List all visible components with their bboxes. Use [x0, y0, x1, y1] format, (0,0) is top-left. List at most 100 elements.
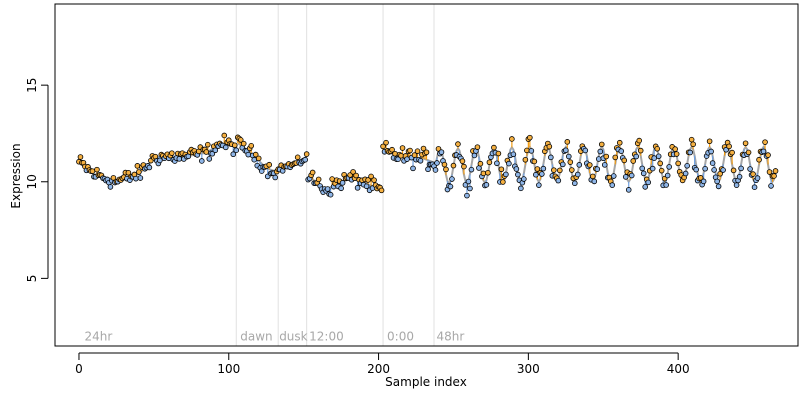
data-point-253 — [455, 141, 461, 147]
x-tick-label-0: 0 — [75, 362, 83, 376]
data-point-317 — [551, 167, 557, 173]
data-point-62 — [169, 150, 175, 156]
data-point-369 — [628, 172, 635, 179]
data-point-238 — [432, 167, 439, 173]
data-point-197 — [371, 177, 377, 183]
data-point-334 — [576, 162, 583, 168]
data-point-349 — [598, 141, 605, 148]
data-point-9 — [89, 168, 96, 174]
data-point-97 — [221, 132, 228, 139]
data-point-259 — [464, 192, 470, 199]
data-point-365 — [622, 174, 629, 180]
data-point-151 — [302, 156, 308, 163]
data-point-270 — [480, 170, 487, 177]
data-point-460 — [765, 152, 771, 158]
data-point-338 — [582, 147, 589, 154]
data-point-458 — [762, 139, 768, 145]
data-point-41 — [137, 175, 144, 181]
data-point-169 — [329, 176, 335, 182]
data-point-361 — [616, 139, 623, 146]
data-point-205 — [383, 139, 389, 146]
data-point-86 — [204, 141, 211, 148]
data-point-47 — [146, 164, 153, 171]
data-point-357 — [610, 173, 617, 179]
data-point-91 — [212, 147, 219, 154]
data-point-202 — [378, 187, 385, 194]
data-point-465 — [772, 168, 779, 174]
y-axis-label: Expression — [9, 143, 23, 208]
data-point-283 — [500, 179, 506, 185]
data-point-285 — [503, 171, 509, 178]
data-point-358 — [612, 154, 619, 161]
data-point-211 — [392, 150, 398, 157]
data-point-282 — [498, 166, 505, 173]
data-point-248 — [447, 183, 454, 190]
x-tick-label-2: 200 — [367, 362, 390, 376]
data-point-393 — [664, 172, 671, 179]
x-tick-label-4: 400 — [667, 362, 690, 376]
data-point-383 — [649, 165, 656, 172]
data-point-186 — [354, 185, 361, 191]
data-point-268 — [477, 160, 484, 167]
data-point-203 — [380, 143, 386, 150]
data-point-261 — [467, 185, 473, 192]
data-point-333 — [574, 171, 581, 178]
data-point-260 — [465, 178, 472, 185]
data-point-176 — [339, 180, 346, 186]
data-point-437 — [730, 167, 737, 174]
data-point-82 — [199, 158, 205, 164]
data-point-464 — [771, 173, 777, 179]
x-tick-label-3: 300 — [517, 362, 540, 376]
data-point-378 — [642, 184, 649, 190]
data-point-375 — [637, 147, 644, 154]
data-point-242 — [438, 149, 445, 155]
data-point-344 — [591, 178, 598, 185]
data-point-274 — [486, 159, 493, 166]
data-point-426 — [714, 178, 720, 185]
data-point-244 — [441, 161, 448, 168]
data-point-87 — [206, 156, 213, 162]
data-point-399 — [673, 151, 680, 157]
x-tick-label-1: 100 — [217, 362, 240, 376]
plot-layer: 24hr dawn dusk 12:00 0:00 48hr — [76, 4, 779, 346]
data-point-67 — [176, 156, 183, 162]
data-point-297 — [521, 176, 527, 182]
data-point-216 — [399, 145, 406, 151]
data-point-331 — [572, 180, 578, 187]
data-point-310 — [540, 165, 547, 172]
data-point-329 — [569, 167, 575, 173]
data-point-430 — [720, 167, 726, 173]
data-point-21 — [107, 184, 114, 190]
data-point-392 — [663, 182, 669, 188]
data-point-233 — [425, 166, 431, 173]
data-point-299 — [524, 147, 530, 154]
data-point-245 — [443, 166, 449, 173]
data-point-370 — [630, 158, 637, 164]
data-point-168 — [327, 191, 334, 198]
event-label-3: 12:00 — [309, 329, 344, 343]
data-point-273 — [485, 169, 491, 176]
data-point-374 — [636, 137, 643, 144]
data-point-352 — [603, 153, 610, 160]
y-tick-label-0: 5 — [25, 275, 39, 283]
data-point-418 — [702, 165, 708, 172]
data-point-388 — [657, 160, 663, 167]
data-point-326 — [564, 139, 571, 145]
data-point-183 — [350, 169, 356, 175]
data-point-226 — [414, 148, 421, 154]
data-point-432 — [723, 146, 729, 153]
data-point-98 — [222, 144, 229, 151]
data-point-427 — [715, 183, 722, 190]
data-point-185 — [353, 172, 359, 179]
data-point-33 — [125, 169, 132, 176]
data-point-364 — [621, 157, 628, 164]
event-label-5: 48hr — [436, 329, 464, 343]
data-point-156 — [309, 169, 316, 176]
data-point-451 — [751, 184, 758, 191]
data-point-175 — [338, 185, 344, 192]
data-point-384 — [651, 155, 657, 161]
data-point-356 — [609, 182, 616, 188]
data-point-400 — [675, 160, 681, 167]
data-point-441 — [736, 173, 743, 180]
data-point-127 — [266, 161, 273, 168]
